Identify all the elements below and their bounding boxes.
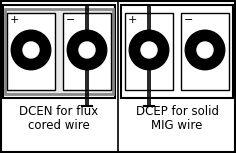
Circle shape bbox=[185, 30, 225, 70]
Circle shape bbox=[11, 30, 51, 70]
Bar bbox=[8, 13, 55, 90]
Text: DCEN for flux: DCEN for flux bbox=[19, 105, 99, 118]
Bar bbox=[63, 13, 110, 90]
Circle shape bbox=[197, 42, 213, 58]
Text: +: + bbox=[127, 15, 137, 25]
Text: −: − bbox=[183, 15, 193, 25]
Text: MIG wire: MIG wire bbox=[151, 119, 203, 132]
Bar bbox=[126, 13, 173, 90]
Bar bbox=[121, 5, 233, 98]
Circle shape bbox=[79, 42, 95, 58]
Text: DCEP for solid: DCEP for solid bbox=[135, 105, 219, 118]
Bar bbox=[181, 13, 228, 90]
Circle shape bbox=[23, 42, 39, 58]
Text: cored wire: cored wire bbox=[28, 119, 90, 132]
Text: −: − bbox=[65, 15, 75, 25]
Circle shape bbox=[141, 42, 157, 58]
Bar bbox=[3, 5, 115, 98]
Circle shape bbox=[129, 30, 169, 70]
Text: +: + bbox=[9, 15, 19, 25]
Bar bbox=[5, 9, 113, 94]
Circle shape bbox=[67, 30, 107, 70]
